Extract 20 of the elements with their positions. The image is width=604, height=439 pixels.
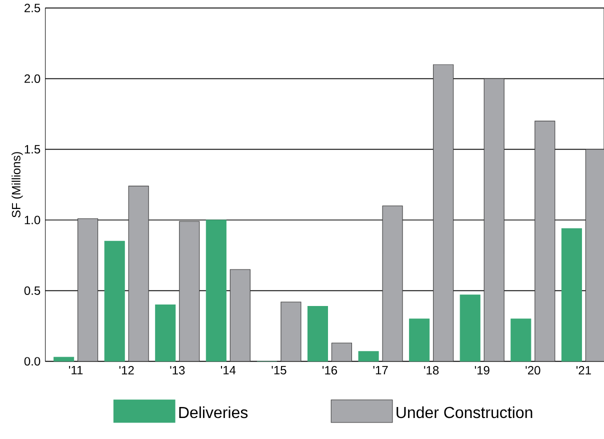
x-tick-label: '19 <box>474 366 490 374</box>
x-tick-label: '17 <box>373 366 388 374</box>
y-tick-label: 2.0 <box>24 74 40 83</box>
y-tick-label: 0.5 <box>24 286 40 295</box>
x-tick-label: '16 <box>322 366 338 374</box>
x-tick-label: '14 <box>220 366 236 374</box>
y-tick-label: 1.0 <box>24 216 40 224</box>
legend-label: Deliveries <box>179 406 248 418</box>
x-tick-label: '12 <box>119 366 134 374</box>
y-axis-title: SF (Millions) <box>12 152 23 218</box>
y-tick-label: 0.0 <box>24 356 40 366</box>
y-tick-label: 2.5 <box>24 4 40 12</box>
x-tick-label: '15 <box>272 366 286 374</box>
x-tick-label: '11 <box>69 366 83 374</box>
x-tick-label: '13 <box>170 366 185 374</box>
x-tick-label: '20 <box>526 366 540 374</box>
x-tick-label: '18 <box>424 366 439 374</box>
x-tick-label: '21 <box>576 366 591 374</box>
legend-label: Under Construction <box>396 406 532 418</box>
y-tick-label: 1.5 <box>24 144 40 154</box>
